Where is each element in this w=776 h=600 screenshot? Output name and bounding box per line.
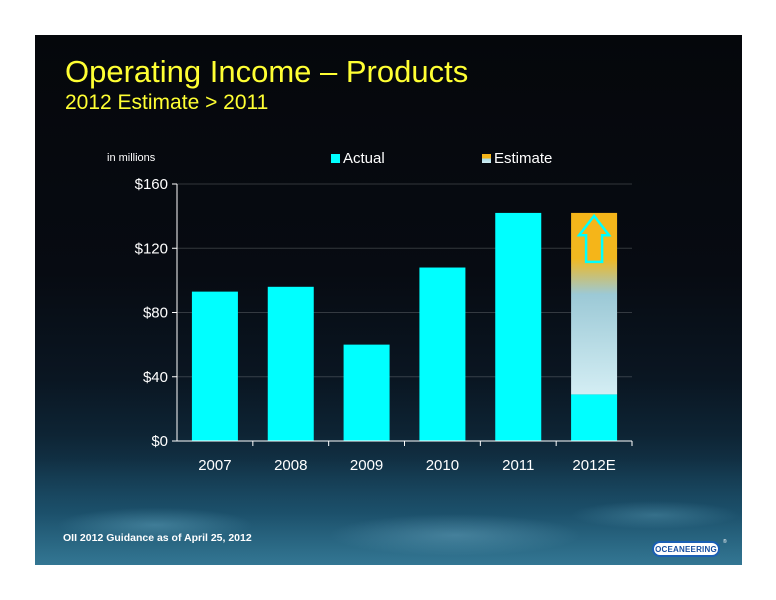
bar-chart: $0 $40 $80 $120 $160 2007 2008 2009 2010 2011 2012… <box>135 176 633 474</box>
seafloor-backdrop <box>35 435 742 565</box>
legend-label-actual: Actual <box>343 150 385 167</box>
y-tick-label: $80 <box>143 305 168 322</box>
slide-title: Operating Income – Products <box>65 54 469 89</box>
logo-text: OCEANEERING <box>655 544 717 554</box>
y-tick-label: $120 <box>135 240 168 257</box>
legend-item-estimate: Estimate <box>482 150 552 167</box>
x-tick-label: 2010 <box>426 457 459 474</box>
bar-actual-2009 <box>343 344 390 441</box>
bar-actual-2008 <box>267 286 314 441</box>
registered-mark: ® <box>723 539 727 545</box>
x-tick-label: 2007 <box>198 457 231 474</box>
bar-actual-2010 <box>419 267 466 441</box>
guidance-footnote: OII 2012 Guidance as of April 25, 2012 <box>63 532 252 544</box>
oceaneering-logo: OCEANEERING <box>652 541 720 557</box>
y-tick-label: $0 <box>151 433 168 450</box>
unit-note: in millions <box>107 152 156 164</box>
axes: $0 $40 $80 $120 $160 2007 2008 2009 2010 2011 2012… <box>135 176 633 474</box>
slide-subtitle: 2012 Estimate > 2011 <box>65 91 269 114</box>
up-arrow-icon <box>576 213 612 264</box>
legend-swatch-estimate <box>482 154 491 163</box>
grid-lines <box>177 183 632 378</box>
legend-swatch-actual <box>331 154 340 163</box>
bar-actual-2011 <box>495 212 542 441</box>
x-tick-label: 2012E <box>572 457 615 474</box>
slide-background: Operating Income – Products 2012 Estimat… <box>35 35 742 565</box>
bars <box>191 212 618 441</box>
bar-actual-2012E <box>571 394 618 441</box>
legend-label-estimate: Estimate <box>494 150 553 167</box>
x-tick-label: 2008 <box>274 457 307 474</box>
x-tick-label: 2009 <box>350 457 383 474</box>
y-tick-label: $40 <box>143 369 168 386</box>
legend-item-actual: Actual <box>331 150 385 167</box>
bar-actual-2007 <box>191 291 238 441</box>
x-tick-label: 2011 <box>502 457 534 474</box>
y-tick-label: $160 <box>135 176 168 193</box>
